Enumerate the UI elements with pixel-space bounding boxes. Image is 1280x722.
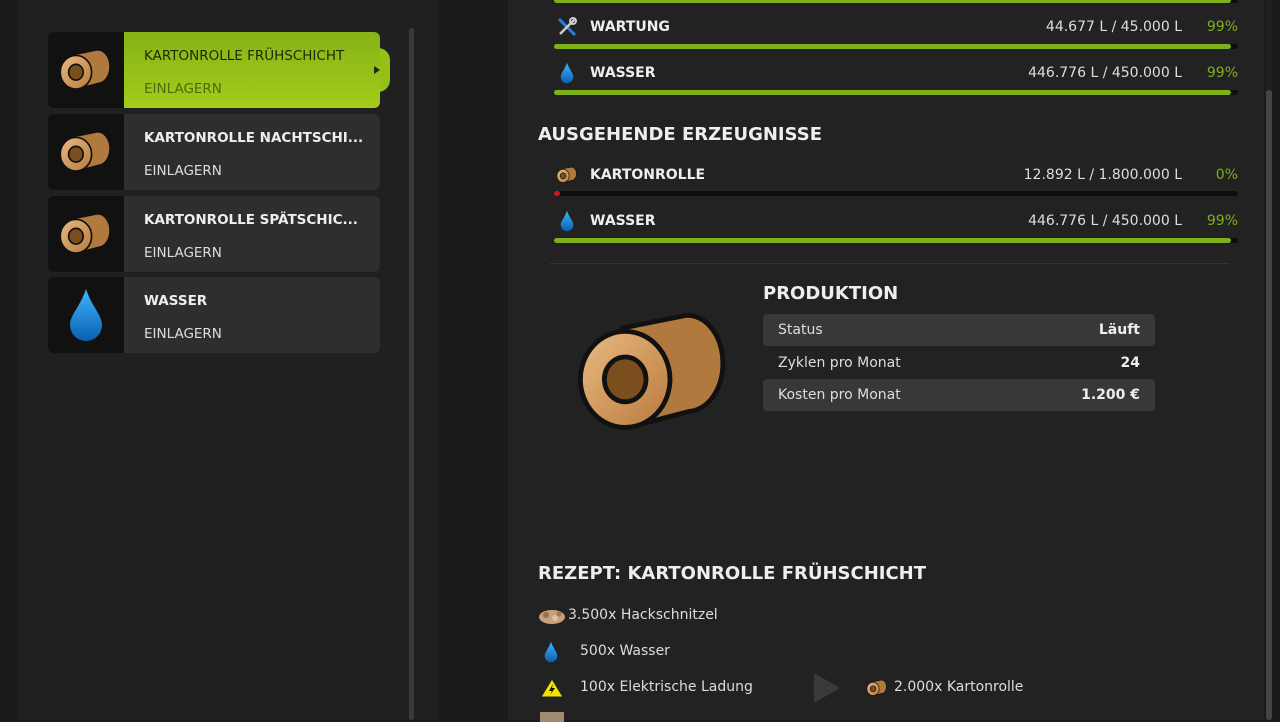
input-label: WARTUNG [590,19,670,35]
output-amount: 446.776 L / 450.000 L [1028,213,1182,229]
item-title: KARTONROLLE FRÜHSCHICHT [144,48,345,64]
output-percent: 99% [1206,213,1238,229]
carton-roll-icon [48,196,124,272]
item-action: EINLAGERN [144,245,222,261]
row-value: 24 [1120,355,1140,371]
sidebar-scrollbar[interactable] [409,28,414,720]
water-drop-icon [48,277,124,353]
row-key: Zyklen pro Monat [778,355,901,371]
item-title: WASSER [144,293,208,309]
recipe-input-elektrische-ladung: 100x Elektrische Ladung [538,676,838,700]
carton-roll-icon [556,164,578,186]
recipe-input-text: 100x Elektrische Ladung [580,679,753,695]
details-scrollbar-thumb[interactable] [1266,90,1272,720]
carton-roll-icon [48,32,124,108]
outputs-heading: AUSGEHENDE ERZEUGNISSE [538,124,823,145]
output-row-kartonrolle: KARTONROLLE 12.892 L / 1.800.000 L 0% [554,164,1238,188]
production-heading: PRODUKTION [763,283,899,304]
input-amount: 44.677 L / 45.000 L [1045,19,1182,35]
item-action: EINLAGERN [144,326,222,342]
carton-roll-icon [48,114,124,190]
input-percent: 99% [1206,19,1238,35]
sidebar-item-wasser[interactable]: WASSER EINLAGERN [48,277,380,353]
water-drop-icon [556,62,578,84]
input-bar-wartung [554,44,1238,49]
production-row-cycles: Zyklen pro Monat 24 [763,347,1155,379]
production-row-costs: Kosten pro Monat 1.200 € [763,379,1155,411]
input-row-wasser: WASSER 446.776 L / 450.000 L 99% [554,62,1238,86]
recipe-input-hackschnitzel: 3.500x Hackschnitzel [538,604,838,628]
recipe-input-text: 500x Wasser [580,643,670,659]
carton-roll-large-icon [574,308,734,438]
selected-arrow-icon [374,66,380,74]
row-value: 1.200 € [1081,387,1140,403]
sidebar-item-kartonrolle-nachtschicht[interactable]: KARTONROLLE NACHTSCHI... EINLAGERN [48,114,380,190]
row-value: Läuft [1098,322,1140,338]
recipe-input-text: 3.500x Hackschnitzel [568,607,718,623]
wrench-screwdriver-icon [557,17,577,37]
carton-roll-icon [866,679,888,697]
item-title: KARTONROLLE NACHTSCHI... [144,130,364,146]
production-row-status: Status Läuft [763,314,1155,346]
output-label: WASSER [590,213,656,229]
input-label: WASSER [590,65,656,81]
row-key: Status [778,322,823,338]
recipe-input-partial-icon [540,712,564,722]
output-bar-kartonrolle [554,191,1238,196]
output-row-wasser: WASSER 446.776 L / 450.000 L 99% [554,210,1238,234]
output-percent: 0% [1215,167,1238,183]
output-bar-wasser [554,238,1238,243]
recipe-output-kartonrolle: 2.000x Kartonrolle [866,676,1066,700]
input-bar-previous [554,0,1238,3]
recipe-arrow-icon [814,673,840,703]
input-amount: 446.776 L / 450.000 L [1028,65,1182,81]
electric-warning-icon [540,678,564,698]
sidebar-item-kartonrolle-spaetschicht[interactable]: KARTONROLLE SPÄTSCHIC... EINLAGERN [48,196,380,272]
item-title: KARTONROLLE SPÄTSCHIC... [144,212,358,228]
storage-list-panel [18,0,438,720]
recipe-input-wasser: 500x Wasser [538,640,838,664]
recipe-output-text: 2.000x Kartonrolle [894,679,1024,695]
input-bar-wasser [554,90,1238,95]
output-amount: 12.892 L / 1.800.000 L [1023,167,1182,183]
sidebar-item-kartonrolle-fruehschicht[interactable]: KARTONROLLE FRÜHSCHICHT EINLAGERN [48,32,380,108]
output-label: KARTONROLLE [590,167,706,183]
input-percent: 99% [1206,65,1238,81]
section-divider [550,263,1230,264]
wood-chips-icon [539,610,565,624]
water-drop-icon [556,210,578,232]
item-action: EINLAGERN [144,81,222,97]
recipe-heading: REZEPT: KARTONROLLE FRÜHSCHICHT [538,563,927,584]
input-row-wartung: WARTUNG 44.677 L / 45.000 L 99% [554,16,1238,40]
water-drop-icon [543,641,559,663]
item-action: EINLAGERN [144,163,222,179]
row-key: Kosten pro Monat [778,387,901,403]
